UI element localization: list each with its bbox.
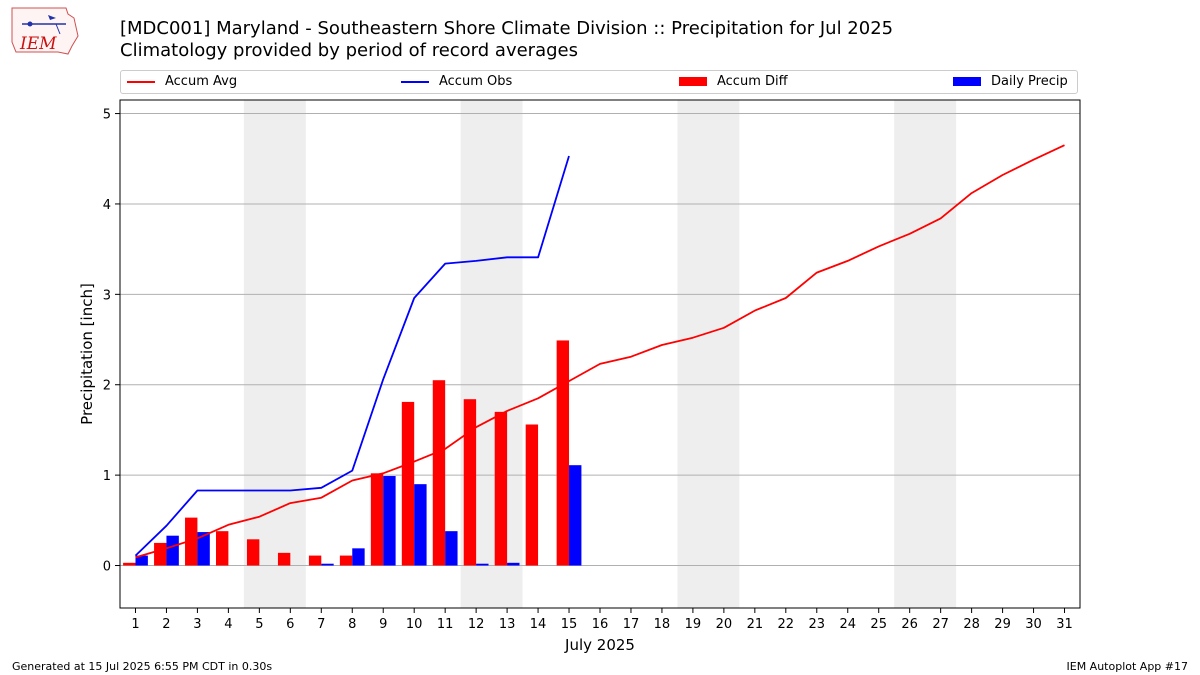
bars — [123, 340, 582, 566]
lines — [134, 144, 1065, 559]
legend-swatch-accum-avg — [127, 80, 155, 83]
x-tick-label: 28 — [963, 617, 980, 632]
accum-diff-bar — [432, 380, 446, 566]
accum-avg-line — [135, 144, 1065, 559]
x-tick-label: 13 — [499, 617, 516, 632]
y-tick-label: 4 — [103, 198, 111, 213]
x-tick-label: 29 — [994, 617, 1011, 632]
weekend-band-0 — [243, 100, 306, 608]
legend-label-accum-diff: Accum Diff — [717, 74, 788, 89]
x-tick-label: 25 — [870, 617, 887, 632]
x-tick-label: 19 — [685, 617, 702, 632]
accum-diff-bar — [246, 539, 260, 566]
x-tick-label: 21 — [747, 617, 764, 632]
daily-precip-bar — [383, 476, 396, 566]
accum-diff-bar — [370, 473, 384, 566]
daily-precip-bar — [476, 563, 489, 566]
y-tick-label: 1 — [103, 469, 111, 484]
legend-item-daily-precip: Daily Precip — [953, 74, 1068, 89]
x-tick-label: 23 — [809, 617, 826, 632]
x-axis-label: July 2025 — [564, 636, 635, 654]
accum-diff-bar — [308, 555, 322, 566]
accum-diff-bar — [277, 552, 291, 566]
legend-item-accum-diff: Accum Diff — [679, 74, 788, 89]
x-tick-label: 5 — [255, 617, 263, 632]
footer-app: IEM Autoplot App #17 — [1066, 660, 1189, 673]
daily-precip-bar — [166, 535, 179, 566]
logo-text: IEM — [19, 34, 57, 54]
footer-generated: Generated at 15 Jul 2025 6:55 PM CDT in … — [12, 660, 273, 673]
x-tick-label: 16 — [592, 617, 609, 632]
x-tick-label: 22 — [778, 617, 795, 632]
accum-obs-line — [134, 155, 570, 557]
x-tick-label: 11 — [437, 617, 454, 632]
accum-diff-bar — [463, 399, 477, 566]
legend-swatch-accum-obs — [401, 80, 429, 83]
weekend-band-2 — [677, 100, 740, 608]
x-tick-label: 31 — [1056, 617, 1073, 632]
legend-label-accum-obs: Accum Obs — [439, 74, 513, 89]
chart-subtitle: Climatology provided by period of record… — [120, 40, 578, 61]
x-tick-label: 1 — [131, 617, 139, 632]
daily-precip-bar — [321, 563, 334, 566]
legend: Accum Avg Accum Obs Accum Diff Daily Pre… — [120, 70, 1078, 94]
daily-precip-bar — [197, 532, 210, 566]
daily-precip-bar — [507, 562, 520, 566]
iem-logo: IEM — [11, 7, 79, 55]
x-tick-label: 8 — [348, 617, 356, 632]
legend-item-accum-obs: Accum Obs — [401, 74, 512, 89]
y-tick-label: 3 — [103, 288, 111, 303]
x-tick-label: 9 — [379, 617, 387, 632]
x-tick-label: 24 — [839, 617, 856, 632]
y-tick-label: 5 — [103, 108, 111, 123]
y-tick-label: 0 — [103, 560, 111, 575]
daily-precip-bar — [135, 555, 148, 566]
x-tick-label: 12 — [468, 617, 485, 632]
y-axis-label: Precipitation [inch] — [78, 283, 96, 425]
x-tick-label: 17 — [623, 617, 640, 632]
x-tick-label: 15 — [561, 617, 578, 632]
chart-title: [MDC001] Maryland - Southeastern Shore C… — [120, 18, 894, 39]
daily-precip-bar — [445, 531, 458, 566]
accum-diff-bar — [401, 401, 415, 566]
x-tick-label: 4 — [224, 617, 232, 632]
legend-label-accum-avg: Accum Avg — [165, 74, 238, 89]
x-tick-label: 20 — [716, 617, 733, 632]
legend-item-accum-avg: Accum Avg — [127, 74, 237, 89]
x-tick-label: 3 — [193, 617, 201, 632]
x-tick-label: 14 — [530, 617, 547, 632]
accum-diff-bar — [185, 517, 198, 566]
x-tick-label: 6 — [286, 617, 294, 632]
x-tick-label: 7 — [317, 617, 325, 632]
accum-diff-bar — [339, 555, 353, 566]
legend-label-daily-precip: Daily Precip — [991, 74, 1068, 89]
accum-diff-bar — [154, 542, 167, 566]
x-tick-label: 10 — [406, 617, 423, 632]
legend-swatch-accum-diff — [679, 77, 707, 86]
weekend-band-3 — [894, 100, 957, 608]
daily-precip-bar — [414, 484, 427, 566]
x-tick-label: 2 — [162, 617, 170, 632]
legend-swatch-daily-precip — [953, 77, 981, 86]
weekend-bands — [243, 100, 957, 608]
daily-precip-bar — [569, 465, 582, 566]
x-tick-label: 18 — [654, 617, 671, 632]
accum-diff-bar — [494, 411, 508, 566]
daily-precip-bar — [352, 548, 365, 566]
x-tick-label: 27 — [932, 617, 949, 632]
accum-diff-bar — [123, 562, 136, 566]
accum-diff-bar — [216, 531, 229, 566]
accum-diff-bar — [556, 340, 570, 566]
x-tick-label: 26 — [901, 617, 918, 632]
y-tick-label: 2 — [103, 379, 111, 394]
x-tick-label: 30 — [1025, 617, 1042, 632]
accum-diff-bar — [525, 424, 539, 566]
